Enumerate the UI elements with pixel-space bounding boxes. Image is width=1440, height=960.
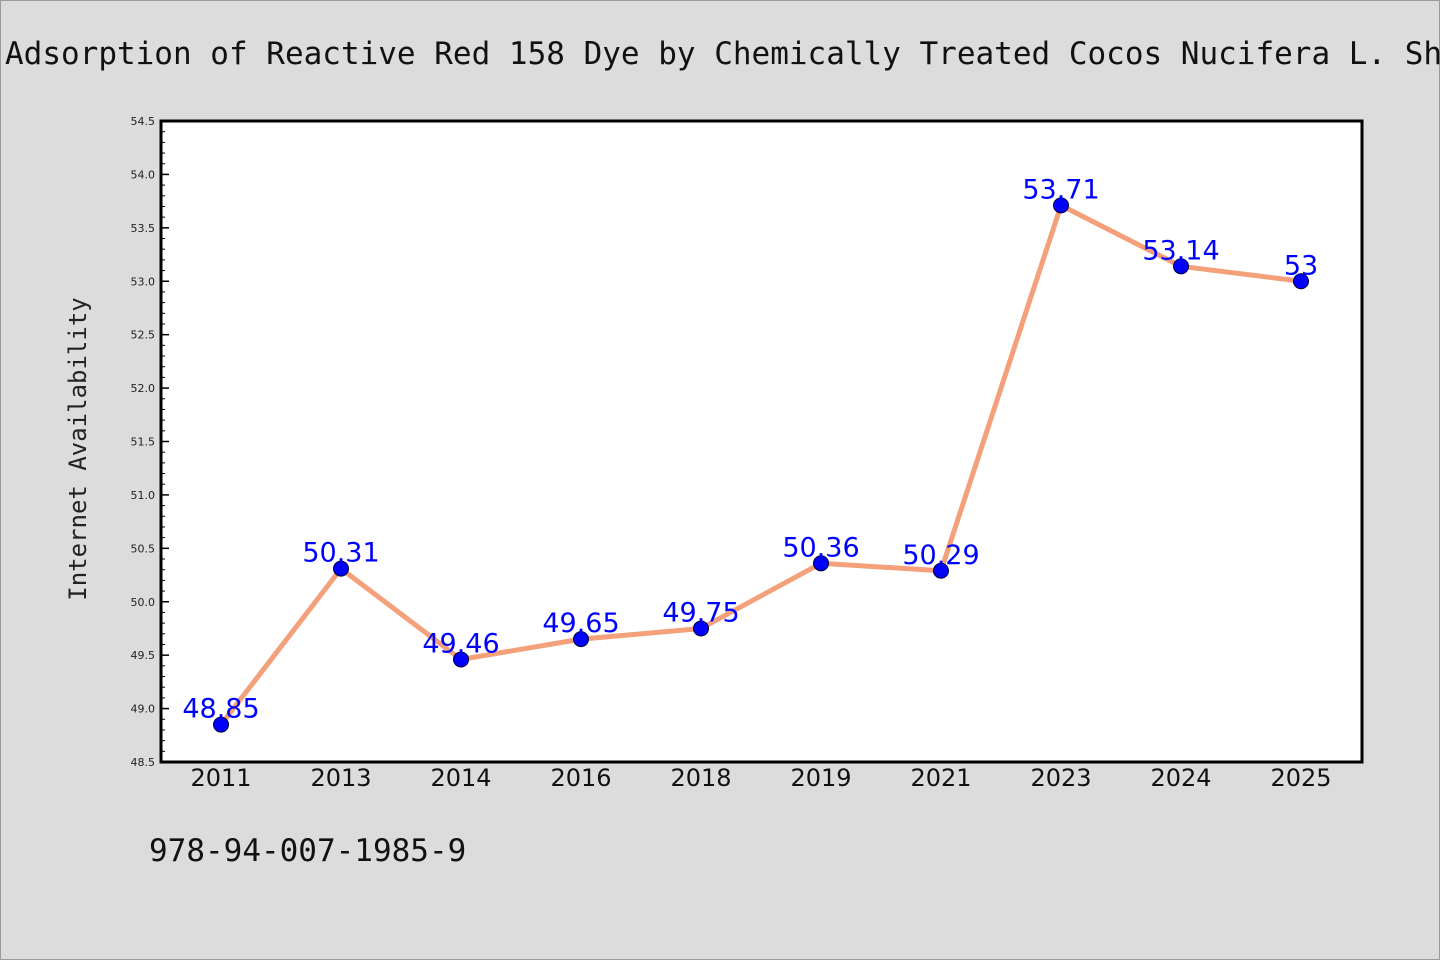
y-tick-label: 51.5 [131, 436, 156, 449]
y-tick-label: 48.5 [131, 756, 156, 769]
y-tick-label: 51.0 [131, 489, 156, 502]
data-label-2019: 50.36 [782, 532, 859, 563]
x-tick-label: 2023 [1030, 764, 1091, 792]
data-point-2016 [573, 631, 589, 648]
data-point-2018 [693, 620, 709, 637]
chart-title: Adsorption of Reactive Red 158 Dye by Ch… [5, 36, 1440, 72]
data-point-2019 [813, 555, 829, 572]
x-axis-ticks: 2011 2013 2014 2016 2018 2019 2021 2023 2024 2025 [190, 764, 1331, 792]
y-tick-label: 54.5 [131, 115, 156, 128]
y-axis-ticks: 48.5 49.0 49.5 50.0 50.5 51.0 51.5 52.0 52.5 53.0… [131, 115, 169, 769]
y-axis-label: Internet Availability [64, 297, 92, 600]
y-tick-label: 52.5 [131, 329, 156, 342]
data-labels: 48.85 50.31 49.46 49.65 49.75 50.36 50.29 53.71… [182, 174, 1318, 724]
series-markers [213, 197, 1309, 733]
y-tick-label: 53.5 [131, 222, 156, 235]
data-label-2021: 50.29 [902, 540, 979, 571]
y-tick-label: 53.0 [131, 275, 156, 288]
x-tick-label: 2021 [910, 764, 971, 792]
series-polyline [219, 202, 1302, 727]
data-point-2013 [333, 560, 349, 577]
data-label-2016: 49.65 [542, 608, 619, 639]
x-tick-label: 2014 [430, 764, 491, 792]
x-tick-label: 2024 [1150, 764, 1211, 792]
x-tick-label: 2018 [670, 764, 731, 792]
data-point-2023 [1053, 197, 1069, 214]
data-label-2023: 53.71 [1022, 174, 1099, 205]
data-point-2014 [453, 651, 469, 668]
plot-area [159, 119, 1364, 764]
y-tick-label: 50.5 [131, 542, 156, 555]
data-label-2011: 48.85 [182, 694, 259, 725]
y-tick-label: 54.0 [131, 168, 156, 181]
data-label-2013: 50.31 [302, 538, 379, 569]
y-tick-label: 49.0 [131, 703, 156, 716]
data-label-2018: 49.75 [662, 597, 739, 628]
y-tick-label: 49.5 [131, 649, 156, 662]
data-label-2024: 53.14 [1142, 235, 1219, 266]
data-label-2014: 49.46 [422, 628, 499, 659]
data-point-2021 [933, 562, 949, 579]
data-label-2025: 53 [1284, 250, 1318, 281]
data-point-2025 [1293, 273, 1309, 290]
x-tick-label: 2016 [550, 764, 611, 792]
y-tick-label: 50.0 [131, 596, 156, 609]
x-tick-label: 2013 [310, 764, 371, 792]
series-line [219, 202, 1302, 727]
x-tick-label: 2025 [1270, 764, 1331, 792]
y-tick-label: 52.0 [131, 382, 156, 395]
data-point-2011 [213, 716, 229, 733]
data-point-2024 [1173, 258, 1189, 275]
x-tick-label: 2011 [190, 764, 251, 792]
footer-code: 978-94-007-1985-9 [149, 833, 467, 869]
x-tick-label: 2019 [790, 764, 851, 792]
